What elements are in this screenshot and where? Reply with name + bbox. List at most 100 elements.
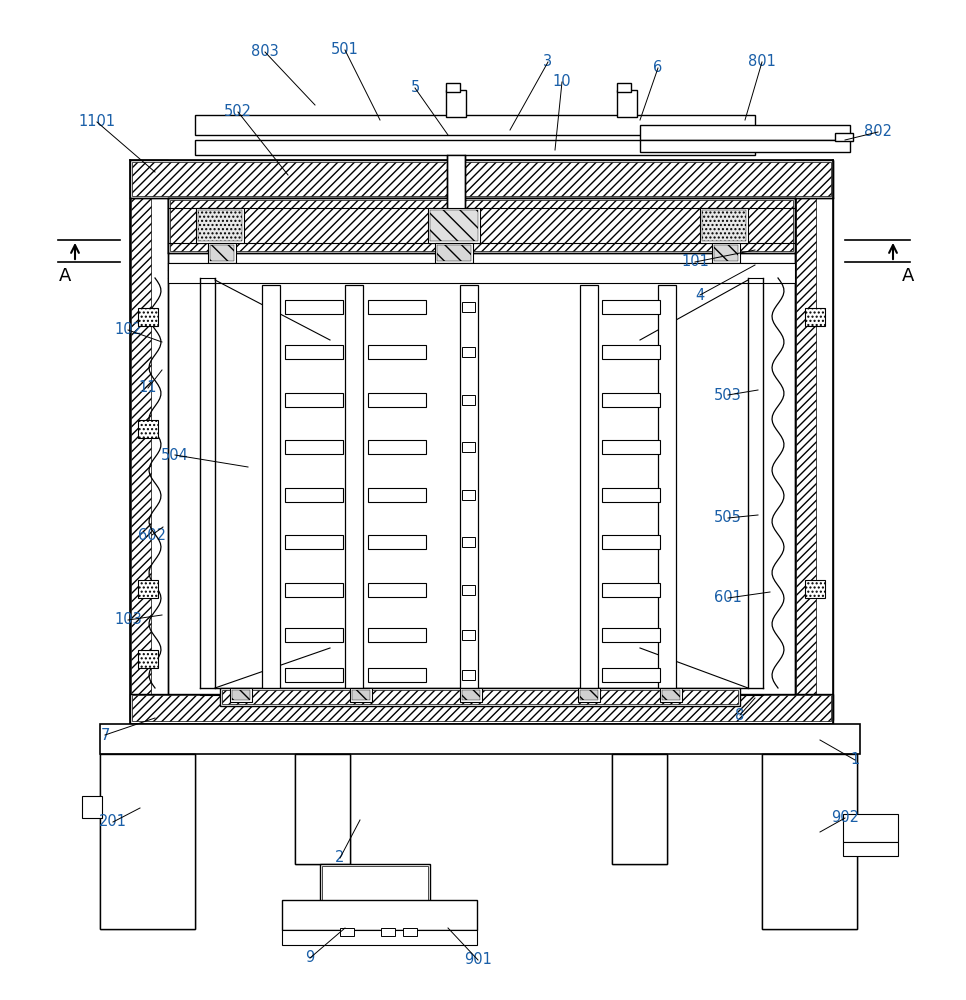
Bar	[220, 688, 740, 706]
Bar	[714, 245, 738, 261]
Bar	[100, 724, 860, 754]
Bar	[446, 83, 460, 92]
Bar	[403, 928, 417, 936]
Text: 11: 11	[139, 380, 157, 395]
Text: 602: 602	[138, 528, 166, 542]
Bar	[462, 585, 475, 595]
Text: 5: 5	[411, 81, 419, 96]
Bar	[132, 162, 831, 196]
Bar	[428, 208, 480, 243]
Bar	[210, 245, 234, 261]
Bar	[222, 690, 738, 704]
Text: 7: 7	[100, 728, 110, 742]
Bar	[195, 115, 755, 135]
Bar	[295, 754, 350, 864]
Bar	[368, 535, 426, 549]
Bar	[460, 285, 478, 690]
Bar	[462, 395, 475, 405]
Bar	[196, 208, 244, 243]
Bar	[580, 690, 598, 700]
Bar	[447, 155, 465, 255]
Bar	[130, 160, 833, 198]
Bar	[617, 90, 637, 117]
Bar	[282, 930, 477, 945]
Bar	[640, 125, 850, 140]
Bar	[82, 796, 102, 818]
Bar	[138, 580, 158, 598]
Bar	[295, 754, 350, 864]
Bar	[285, 583, 343, 597]
Bar	[138, 308, 158, 326]
Bar	[612, 754, 667, 864]
Text: 502: 502	[224, 104, 252, 119]
Bar	[462, 442, 475, 452]
Bar	[658, 285, 676, 690]
Bar	[100, 754, 195, 929]
Bar	[446, 90, 466, 117]
Bar	[340, 928, 354, 936]
Bar	[132, 695, 831, 721]
Text: 803: 803	[251, 44, 279, 60]
Bar	[285, 535, 343, 549]
Bar	[285, 668, 343, 682]
Text: A: A	[902, 267, 914, 285]
Bar	[131, 161, 151, 719]
Text: 10: 10	[553, 75, 571, 90]
Bar	[805, 308, 825, 326]
Bar	[702, 210, 746, 241]
Bar	[843, 814, 898, 842]
Bar	[322, 866, 428, 927]
Bar	[462, 537, 475, 547]
Bar	[131, 161, 151, 719]
Bar	[198, 210, 242, 241]
Bar	[462, 490, 475, 500]
Text: 505: 505	[714, 510, 742, 526]
Bar	[208, 243, 236, 263]
Bar	[437, 245, 471, 261]
Bar	[195, 140, 755, 155]
Bar	[460, 688, 482, 702]
Bar	[285, 440, 343, 454]
Text: 201: 201	[99, 814, 127, 830]
Bar	[602, 300, 660, 314]
Text: 6: 6	[653, 60, 663, 76]
Bar	[350, 688, 372, 702]
Bar	[660, 688, 682, 702]
Bar	[368, 393, 426, 407]
Bar	[762, 754, 857, 929]
Bar	[368, 300, 426, 314]
Text: 801: 801	[748, 54, 776, 70]
Bar	[580, 285, 598, 690]
Bar	[138, 650, 158, 668]
Bar	[712, 243, 740, 263]
Text: 501: 501	[331, 42, 359, 57]
Bar	[462, 670, 475, 680]
Text: 902: 902	[831, 810, 859, 826]
Text: 103: 103	[114, 612, 142, 628]
Bar	[805, 580, 825, 598]
Bar	[170, 200, 793, 251]
Text: 4: 4	[696, 288, 704, 302]
Bar	[462, 630, 475, 640]
Text: 504: 504	[161, 448, 189, 462]
Text: 9: 9	[305, 950, 315, 966]
Bar	[285, 628, 343, 642]
Bar	[640, 140, 850, 152]
Bar	[232, 690, 250, 700]
Bar	[462, 347, 475, 357]
Bar	[435, 243, 473, 263]
Bar	[762, 754, 857, 929]
Bar	[282, 900, 477, 930]
Text: 802: 802	[864, 124, 892, 139]
Bar	[462, 302, 475, 312]
Bar	[662, 690, 680, 700]
Bar	[168, 263, 795, 283]
Bar	[368, 345, 426, 359]
Bar	[222, 690, 738, 704]
Text: 901: 901	[464, 952, 492, 968]
Bar	[368, 628, 426, 642]
Bar	[602, 440, 660, 454]
Bar	[262, 285, 280, 690]
Bar	[368, 668, 426, 682]
Bar	[612, 754, 667, 864]
